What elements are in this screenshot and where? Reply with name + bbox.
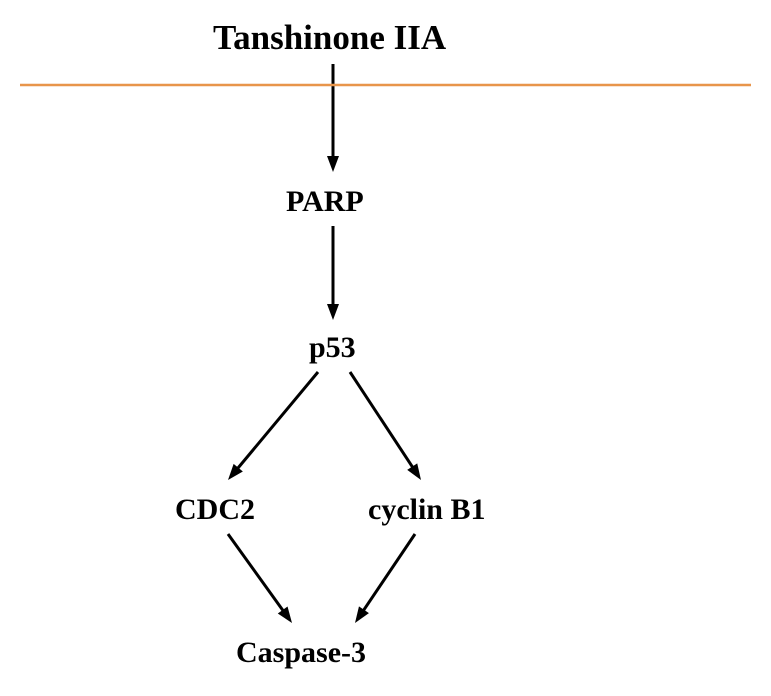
edge-cyclinb1-caspase3: [360, 534, 415, 615]
diagram-svg: [0, 0, 771, 696]
edge-p53-cdc2: [234, 372, 318, 473]
node-cyclinb1: cyclin B1: [368, 493, 486, 527]
node-cdc2: CDC2: [175, 493, 255, 527]
arrowhead-parp-p53: [327, 304, 339, 320]
node-caspase3: Caspase-3: [236, 636, 366, 670]
node-tanshinone: Tanshinone IIA: [213, 18, 446, 58]
arrowhead-p53-cyclinb1: [407, 463, 421, 480]
arrowhead-tanshinone-parp: [327, 156, 339, 172]
edge-p53-cyclinb1: [350, 372, 416, 472]
node-parp: PARP: [286, 185, 364, 219]
edge-cdc2-caspase3: [228, 534, 286, 615]
node-p53: p53: [309, 331, 356, 365]
arrowhead-cdc2-caspase3: [278, 607, 292, 623]
arrowhead-p53-cdc2: [228, 464, 243, 480]
arrowhead-cyclinb1-caspase3: [355, 606, 369, 623]
